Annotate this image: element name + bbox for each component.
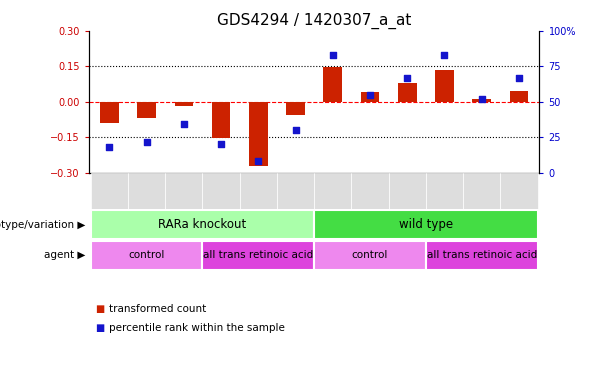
Bar xyxy=(211,102,230,139)
Bar xyxy=(91,210,314,239)
Bar xyxy=(314,241,426,270)
Point xyxy=(142,139,151,145)
Text: genotype/variation ▶: genotype/variation ▶ xyxy=(0,220,86,230)
Bar xyxy=(286,102,305,115)
Bar xyxy=(277,173,314,232)
Point xyxy=(440,52,449,58)
Bar xyxy=(473,99,491,102)
Bar xyxy=(314,173,351,232)
Text: control: control xyxy=(128,250,165,260)
Bar xyxy=(314,210,538,239)
Text: percentile rank within the sample: percentile rank within the sample xyxy=(109,323,284,333)
Text: control: control xyxy=(352,250,388,260)
Bar xyxy=(175,102,193,106)
Point xyxy=(216,141,226,147)
Bar xyxy=(91,173,128,232)
Bar xyxy=(324,67,342,102)
Text: ■: ■ xyxy=(95,323,104,333)
Bar xyxy=(137,102,156,118)
Bar xyxy=(389,173,426,232)
Point xyxy=(477,96,487,102)
Bar xyxy=(500,173,538,232)
Text: transformed count: transformed count xyxy=(109,304,206,314)
Bar xyxy=(202,173,240,232)
Point xyxy=(365,91,375,98)
Bar xyxy=(249,102,268,166)
Bar xyxy=(240,173,277,232)
Text: all trans retinoic acid: all trans retinoic acid xyxy=(427,250,537,260)
Text: ■: ■ xyxy=(95,304,104,314)
Bar xyxy=(426,173,463,232)
Bar xyxy=(360,92,379,102)
Text: wild type: wild type xyxy=(399,218,453,231)
Point xyxy=(253,158,263,164)
Point xyxy=(514,74,524,81)
Text: all trans retinoic acid: all trans retinoic acid xyxy=(203,250,313,260)
Bar xyxy=(463,173,500,232)
Text: agent ▶: agent ▶ xyxy=(45,250,86,260)
Bar xyxy=(426,241,538,270)
Bar xyxy=(91,241,202,270)
Bar xyxy=(351,173,389,232)
Bar xyxy=(100,102,119,123)
Bar xyxy=(128,173,166,232)
Text: RARa knockout: RARa knockout xyxy=(158,218,246,231)
Point xyxy=(328,52,338,58)
Bar xyxy=(398,83,417,102)
Bar xyxy=(202,241,314,270)
Bar xyxy=(435,70,454,102)
Title: GDS4294 / 1420307_a_at: GDS4294 / 1420307_a_at xyxy=(217,13,411,29)
Point xyxy=(104,144,114,150)
Point xyxy=(179,121,189,127)
Bar xyxy=(509,91,528,102)
Point xyxy=(291,127,300,133)
Bar xyxy=(166,173,202,232)
Point xyxy=(402,74,412,81)
